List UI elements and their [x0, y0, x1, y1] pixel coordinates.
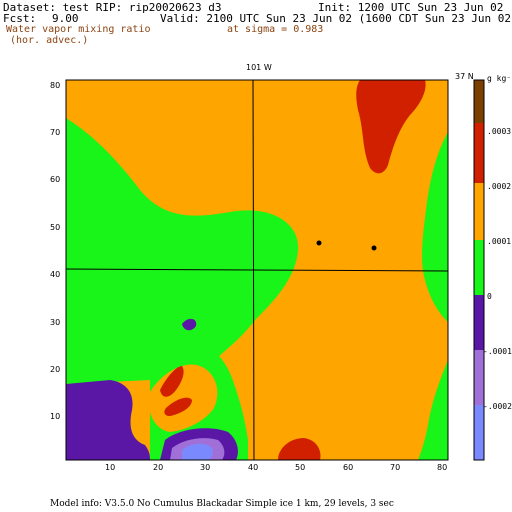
x-tick-60: 60 — [343, 463, 354, 472]
contour-field — [66, 80, 448, 460]
y-tick-40: 40 — [50, 270, 61, 279]
x-tick-50: 50 — [295, 463, 306, 472]
colorbar-swatch-green — [474, 240, 484, 295]
right-latitude-label: 37 N — [455, 72, 474, 81]
colorbar-swatch-blue — [474, 405, 484, 460]
fill-green-right — [422, 132, 448, 322]
fill-red-left-1 — [160, 366, 184, 397]
colorbar-swatch-orange — [474, 183, 484, 240]
y-tick-10: 10 — [50, 412, 61, 421]
y-tick-70: 70 — [50, 128, 61, 137]
fill-blue-center — [182, 443, 213, 460]
state-boundary-horizontal — [65, 268, 449, 272]
y-tick-30: 30 — [50, 318, 61, 327]
colorbar-units: g kg⁻¹ — [487, 74, 512, 83]
fill-green-main — [66, 118, 299, 384]
dataset-label: Dataset: test RIP: rip20020623 d3 — [3, 1, 222, 14]
y-tick-60: 60 — [50, 175, 61, 184]
station-marker-1 — [316, 240, 322, 246]
y-tick-20: 20 — [50, 365, 61, 374]
colorbar-swatch-purple — [474, 295, 484, 350]
x-tick-20: 20 — [153, 463, 164, 472]
map-frame — [65, 79, 449, 461]
colorbar-swatch-brown — [474, 80, 484, 123]
state-boundary-vertical — [252, 79, 255, 461]
colorbar-label-2: .0002 — [487, 182, 512, 191]
model-info: Model info: V3.5.0 No Cumulus Blackadar … — [50, 499, 394, 509]
field-name: Water vapor mixing ratio — [6, 24, 151, 35]
fill-purple-small — [182, 318, 197, 331]
colorbar-swatch-red — [474, 123, 484, 183]
fill-red-left-2 — [164, 397, 192, 416]
fill-red-bottom — [278, 438, 321, 460]
colorbar-label-1: .0003 — [487, 127, 512, 136]
colorbar — [473, 79, 485, 461]
valid-time: Valid: 2100 UTC Sun 23 Jun 02 (1600 CDT … — [160, 12, 512, 25]
field-subtitle: (hor. advec.) — [10, 35, 89, 46]
forecast-hour: 9.00 — [52, 12, 79, 25]
colorbar-label-4: 0 — [487, 292, 492, 301]
colorbar-swatch-lavender — [474, 350, 484, 405]
sigma-level: at sigma = 0.983 — [227, 24, 324, 35]
forecast-label: Fcst: — [3, 12, 37, 25]
x-tick-30: 30 — [200, 463, 211, 472]
station-marker-2 — [371, 245, 377, 251]
y-tick-80: 80 — [50, 81, 61, 90]
fill-green-right-lower — [418, 360, 448, 460]
colorbar-label-3: .0001 — [487, 237, 512, 246]
x-tick-10: 10 — [105, 463, 116, 472]
x-tick-40: 40 — [248, 463, 259, 472]
x-tick-70: 70 — [390, 463, 401, 472]
top-longitude-label: 101 W — [246, 63, 272, 72]
x-tick-80: 80 — [437, 463, 448, 472]
y-tick-50: 50 — [50, 223, 61, 232]
fill-red-topright — [356, 80, 426, 174]
colorbar-label-5: -.0001 — [483, 347, 512, 356]
colorbar-label-6: -.0002 — [483, 402, 512, 411]
fill-purple-left — [66, 380, 150, 460]
init-time: Init: 1200 UTC Sun 23 Jun 02 — [318, 1, 504, 14]
